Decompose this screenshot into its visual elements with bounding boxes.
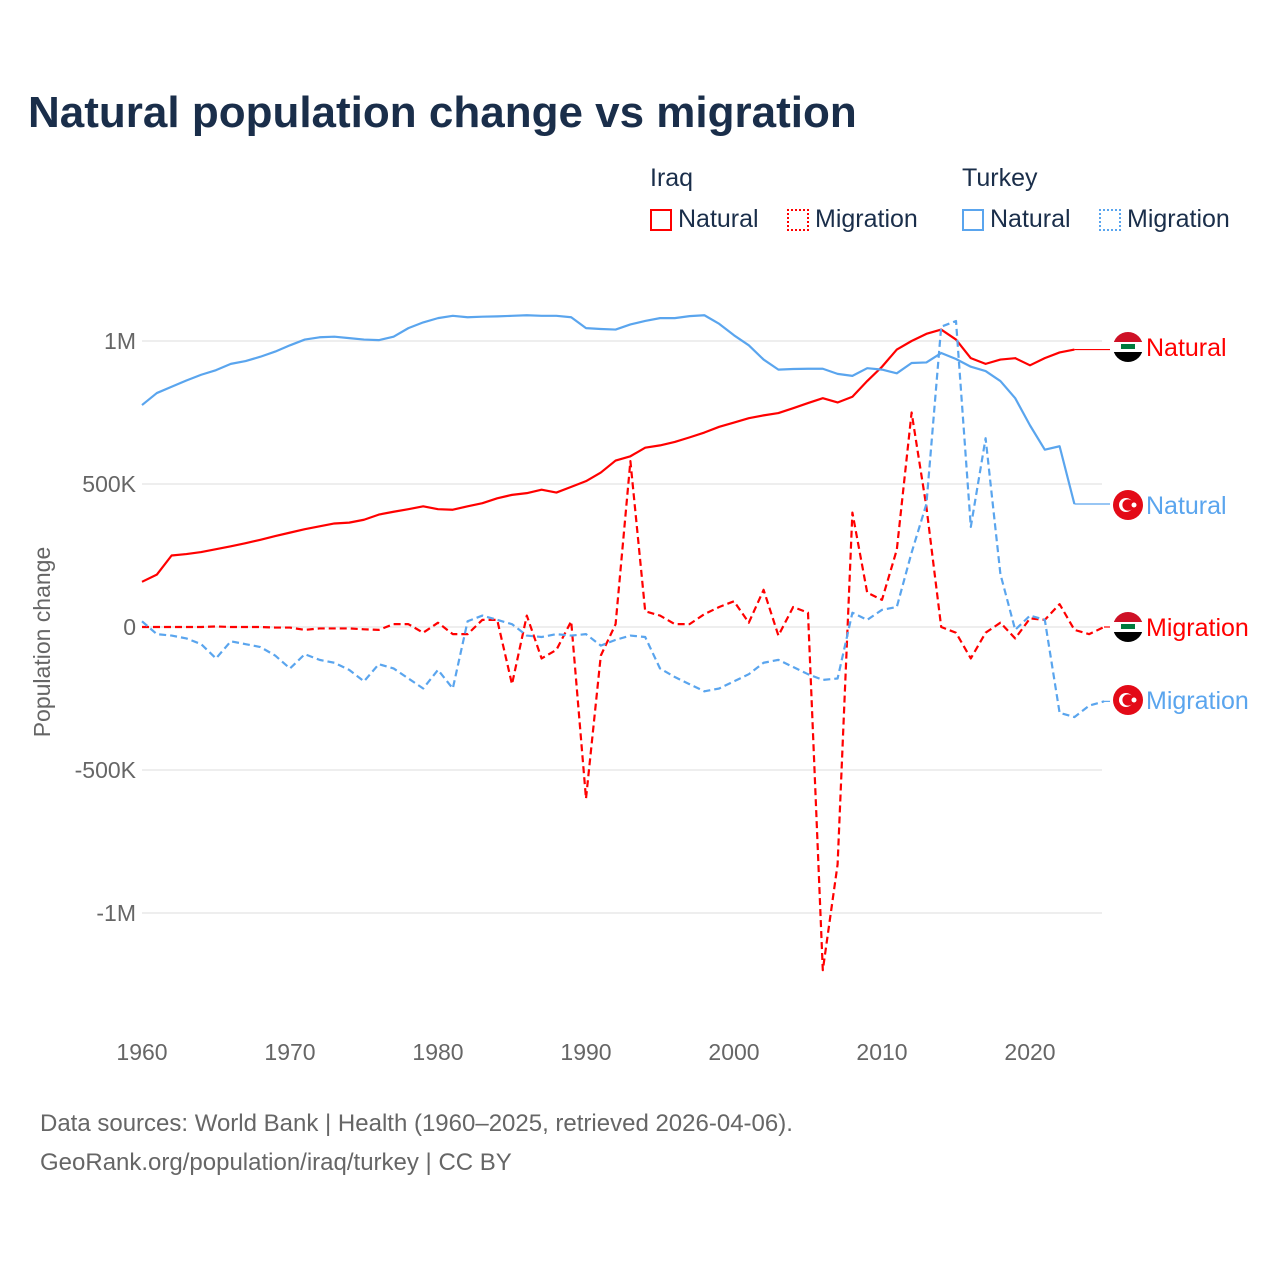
chart-title: Natural population change vs migration <box>28 88 857 137</box>
x-tick-label: 2020 <box>1004 1039 1055 1065</box>
end-flag-turkey <box>1113 685 1143 715</box>
flag-stripe-red <box>1113 612 1143 622</box>
flag-crescent-inner <box>1122 499 1134 511</box>
end-flag-iraq <box>1113 612 1143 642</box>
legend-turkey-migration[interactable]: Migration <box>1099 205 1230 234</box>
legend-group-turkey: Turkey <box>962 164 1038 192</box>
source-line-2[interactable]: GeoRank.org/population/iraq/turkey | CC … <box>40 1149 512 1176</box>
legend-swatch-dotted <box>787 208 809 231</box>
y-tick-label: -1M <box>96 900 136 926</box>
end-label: Migration <box>1146 614 1249 642</box>
legend-swatch-solid <box>962 208 984 231</box>
flag-script <box>1121 624 1135 629</box>
flag-script <box>1121 344 1135 349</box>
end-label: Natural <box>1146 492 1227 520</box>
series-line-turkey-migration <box>141 319 1105 719</box>
y-axis-label: Population change <box>29 547 55 738</box>
legend-turkey-natural[interactable]: Natural <box>962 205 1071 234</box>
x-tick-label: 2000 <box>708 1039 759 1065</box>
legend-group-iraq: Iraq <box>650 164 694 192</box>
x-tick-label: 1990 <box>560 1039 611 1065</box>
legend-label: Natural <box>990 205 1071 233</box>
end-flag-iraq <box>1113 332 1143 362</box>
legend-label: Natural <box>678 205 759 233</box>
series-line-iraq-migration <box>142 411 1105 972</box>
legend-iraq-natural[interactable]: Natural <box>650 205 759 234</box>
legend-label: Migration <box>1127 205 1230 233</box>
series-line-iraq-natural <box>141 328 1075 583</box>
flag-stripe-red <box>1113 332 1143 342</box>
x-tick-label: 2010 <box>856 1039 907 1065</box>
end-label: Migration <box>1146 687 1249 715</box>
legend-swatch-dotted <box>1099 208 1121 231</box>
x-tick-label: 1970 <box>264 1039 315 1065</box>
x-tick-label: 1980 <box>412 1039 463 1065</box>
end-flag-turkey <box>1113 490 1143 520</box>
flag-star <box>1131 502 1137 508</box>
flag-stripe-black <box>1113 632 1143 642</box>
legend-swatch-solid <box>650 208 672 231</box>
y-tick-label: 1M <box>104 328 136 354</box>
legend-iraq-migration[interactable]: Migration <box>787 205 918 234</box>
legend-label: Migration <box>815 205 918 233</box>
x-tick-label: 1960 <box>116 1039 167 1065</box>
source-line-1: Data sources: World Bank | Health (1960–… <box>40 1110 793 1137</box>
flag-crescent-inner <box>1122 694 1134 706</box>
y-tick-label: 500K <box>82 471 136 497</box>
y-tick-label: 0 <box>123 614 136 640</box>
flag-stripe-black <box>1113 352 1143 362</box>
flag-star <box>1131 697 1137 703</box>
series-line-turkey-natural <box>141 314 1076 505</box>
end-label: Natural <box>1146 334 1227 362</box>
y-tick-label: -500K <box>75 757 137 783</box>
